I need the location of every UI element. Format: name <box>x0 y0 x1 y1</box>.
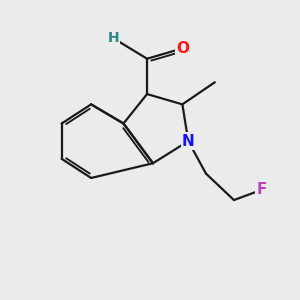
Text: N: N <box>182 134 195 149</box>
Text: H: H <box>107 31 119 45</box>
Text: O: O <box>176 41 189 56</box>
Text: F: F <box>257 182 267 197</box>
